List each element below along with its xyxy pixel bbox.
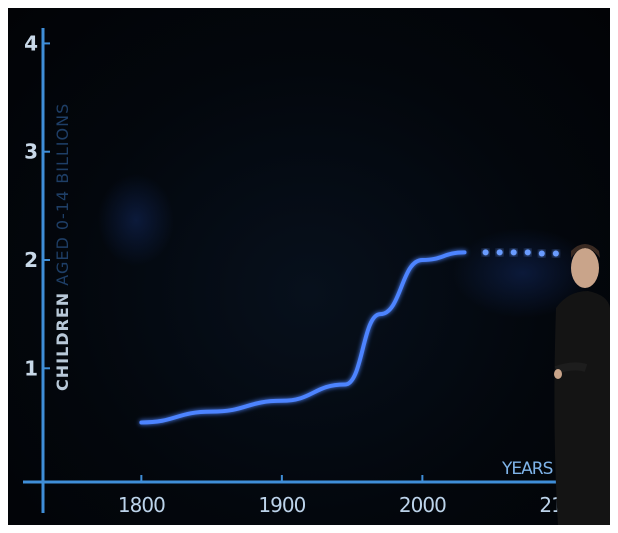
y-axis-ticks: 1 2 3 4 <box>24 31 50 380</box>
y-tick-label: 4 <box>24 31 38 55</box>
projection-dot <box>538 250 545 257</box>
projection-dot <box>510 249 517 256</box>
y-tick-label: 1 <box>24 356 38 380</box>
x-tick-label: 1800 <box>118 493 165 517</box>
projection-dot <box>496 249 503 256</box>
background-glow-right <box>453 228 593 318</box>
y-axis-title: CHILDREN AGED 0-14 BILLIONS <box>53 103 72 391</box>
y-tick-label: 3 <box>24 140 38 164</box>
x-tick-label: 1900 <box>258 493 305 517</box>
children-population-line <box>139 250 467 425</box>
projection-dot <box>524 249 531 256</box>
projection-dot <box>482 249 489 256</box>
series-layer <box>139 249 559 425</box>
y-axis-title-main: CHILDREN <box>53 292 72 391</box>
y-axis-title-dim: AGED 0-14 BILLIONS <box>53 103 72 292</box>
background-glow-left <box>98 174 174 266</box>
x-axis-title: YEARS <box>501 459 553 479</box>
presenter <box>554 244 610 525</box>
x-tick-label: 2000 <box>399 493 446 517</box>
projection-dot <box>552 250 559 257</box>
y-tick-label: 2 <box>24 248 38 272</box>
